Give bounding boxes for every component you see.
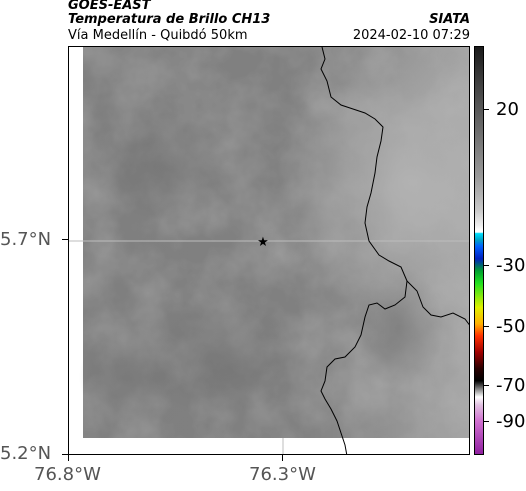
region-label: Vía Medellín - Quibdó 50km [68, 28, 248, 43]
lon-tick-mark [68, 455, 69, 461]
colorbar-tick [484, 265, 489, 266]
satellite-title: GOES-EAST [68, 0, 151, 13]
colorbar-label-minus90: -90 [496, 411, 526, 432]
colorbar-tick [484, 109, 489, 110]
department-boundary [320, 47, 408, 454]
lat-tick-mark [62, 454, 68, 455]
brightness-temperature-map: ★ [69, 47, 469, 454]
product-title: Temperatura de Brillo CH13 [68, 12, 271, 27]
temperature-colorbar [474, 46, 484, 455]
agency-label: SIATA [429, 12, 470, 27]
lon-tick-mark [282, 455, 283, 461]
map-panel[interactable]: ★ [68, 46, 470, 455]
lat-tick-mark [62, 239, 68, 240]
lat-tick-label-5.2: 5.2°N [0, 443, 52, 464]
timestamp-label: 2024-02-10 07:29 [352, 28, 470, 43]
colorbar-label-minus30: -30 [496, 255, 526, 276]
colorbar-tick [484, 326, 489, 327]
department-boundary-east [406, 280, 469, 326]
lon-tick-label-76.8: 76.8°W [34, 464, 101, 485]
lon-tick-label-76.3: 76.3°W [249, 464, 316, 485]
colorbar-tick [484, 421, 489, 422]
lat-tick-label-5.7: 5.7°N [0, 229, 52, 250]
location-star-marker: ★ [257, 235, 269, 250]
colorbar-label-minus70: -70 [496, 375, 526, 396]
colorbar-label-minus50: -50 [496, 316, 526, 337]
colorbar-tick [484, 385, 489, 386]
colorbar-label-20: 20 [496, 99, 519, 120]
temperature-field [79, 47, 469, 438]
